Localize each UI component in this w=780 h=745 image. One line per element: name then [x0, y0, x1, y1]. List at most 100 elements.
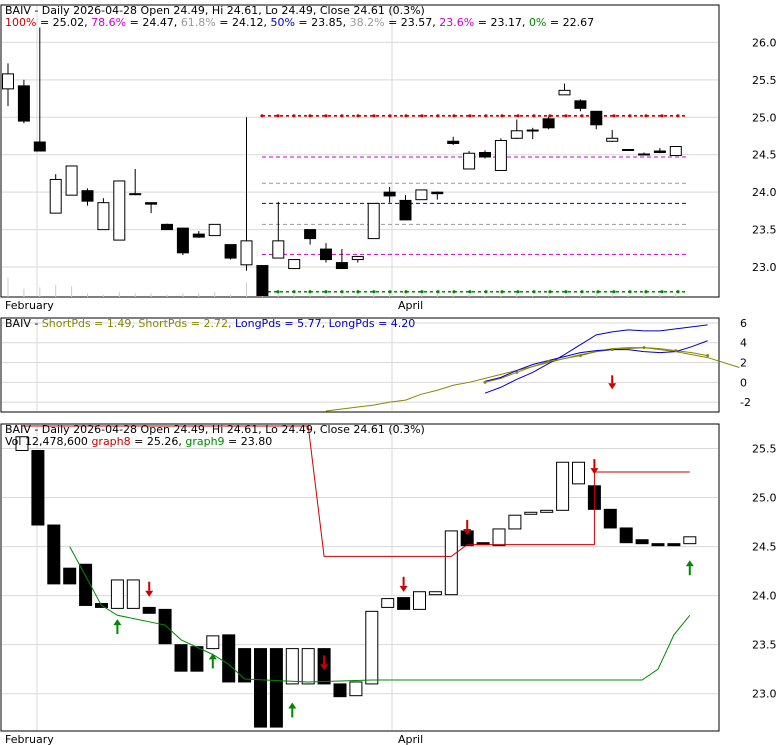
candle-body — [638, 153, 650, 156]
lower-candle-body — [572, 461, 585, 485]
candle-body — [622, 149, 635, 152]
fib-marker — [484, 290, 488, 294]
lower-candle-body — [381, 598, 395, 608]
graph8-line — [22, 425, 690, 557]
indicator-point — [483, 380, 487, 384]
fib-marker — [372, 290, 376, 294]
fib-marker — [404, 114, 408, 118]
candle-body — [145, 202, 158, 205]
lower-legend-part: = 23.80 — [225, 435, 273, 448]
lower-legend-part: graph9 — [185, 435, 224, 448]
fib-marker — [548, 290, 552, 294]
candle-body — [224, 244, 237, 259]
candle-body — [542, 118, 555, 129]
candle-body — [447, 140, 460, 145]
price-y-tick-label: 25.0 — [752, 111, 777, 124]
volume-bar — [516, 293, 518, 297]
lower-y-tick-label: 23.0 — [752, 688, 777, 701]
volume-bar — [611, 293, 613, 297]
volume-bar — [452, 294, 454, 297]
lower-candle-body — [524, 511, 538, 515]
buy-arrow-icon — [685, 560, 694, 567]
lower-candle-body — [540, 509, 554, 513]
fib-marker — [340, 114, 344, 118]
fib-legend-label: 38.2% — [350, 16, 385, 29]
sell-arrow-icon — [463, 528, 472, 535]
candle-body — [494, 140, 507, 171]
lower-candle-body — [238, 648, 252, 683]
sell-arrow-icon — [320, 664, 329, 671]
candle-body — [590, 110, 603, 126]
lower-candle-body — [492, 528, 506, 547]
indicator-title-part: LongPds = 5.77, — [235, 317, 329, 330]
fib-marker — [500, 290, 504, 294]
fib-marker — [436, 114, 440, 118]
fib-marker — [548, 114, 552, 118]
indicator-panel-frame — [0, 317, 720, 413]
lower-candle-body — [15, 436, 29, 451]
graph9-line — [69, 546, 691, 683]
fib-marker — [420, 290, 424, 294]
volume-bar — [55, 285, 57, 297]
fib-marker — [676, 114, 680, 118]
candle-body — [335, 262, 348, 270]
volume-bar — [325, 294, 327, 297]
indicator-point — [642, 346, 646, 350]
fib-marker — [340, 290, 344, 294]
indicator-series-line — [484, 324, 708, 394]
lower-candle-body — [635, 539, 649, 545]
volume-bar — [182, 293, 184, 297]
x-label-april-top: April — [398, 299, 423, 312]
fib-marker — [356, 114, 360, 118]
lower-candle-body — [190, 646, 204, 672]
fib-marker — [436, 290, 440, 294]
lower-candle-body — [254, 648, 267, 728]
indicator-point — [706, 354, 710, 358]
fib-marker — [308, 290, 312, 294]
fib-marker — [660, 290, 664, 294]
indicator-title-part: LongPds = 4.20 — [329, 317, 416, 330]
price-y-tick-label: 23.0 — [752, 261, 777, 274]
fib-legend-value: = 22.67 — [546, 16, 594, 29]
indicator-y-tick-label: 6 — [740, 317, 747, 330]
candle-body — [17, 85, 30, 122]
price-y-tick-label: 23.5 — [752, 224, 777, 237]
volume-bar — [118, 292, 120, 297]
candle-body — [97, 202, 110, 231]
volume-bar — [659, 294, 661, 297]
lower-candle-body — [158, 608, 172, 645]
fib-marker — [372, 114, 376, 118]
price-y-tick-label: 24.5 — [752, 149, 777, 162]
indicator-title-part: ShortPds = 1.49, — [42, 317, 139, 330]
fib-legend-value: = 23.85, — [295, 16, 350, 29]
fib-marker — [596, 290, 600, 294]
candle-body — [574, 100, 587, 109]
lower-candle-body — [365, 610, 379, 685]
buy-arrow-icon — [113, 619, 122, 626]
indicator-y-ticks: 6 4 2 0 -2 — [740, 317, 751, 409]
fib-marker — [580, 114, 584, 118]
indicator-point — [547, 360, 551, 364]
indicator-y-tick-label: -2 — [740, 396, 751, 409]
lower-candle-body — [651, 543, 665, 547]
fib-marker — [388, 114, 392, 118]
fib-marker — [532, 114, 536, 118]
fib-marker — [676, 290, 680, 294]
volume-bar — [166, 294, 168, 297]
fib-legend-label: 78.6% — [91, 16, 126, 29]
signal-arrowhead — [608, 383, 617, 390]
buy-arrow-icon — [288, 702, 297, 709]
fib-marker — [516, 114, 520, 118]
lower-candle-body — [413, 591, 426, 610]
indicator-y-tick-label: 2 — [740, 357, 747, 370]
volume-bar — [341, 294, 343, 297]
lower-candle-body — [206, 635, 220, 650]
lower-panel-legend: Vol 12,478,600 graph8 = 25.26, graph9 = … — [5, 435, 272, 448]
lower-candle-body — [31, 449, 45, 526]
x-label-february-top: February — [5, 299, 54, 312]
indicator-title-part: BAIV - — [5, 317, 42, 330]
volume-bar — [564, 295, 565, 297]
lower-candle-body — [301, 648, 315, 685]
candle-body — [351, 256, 364, 261]
